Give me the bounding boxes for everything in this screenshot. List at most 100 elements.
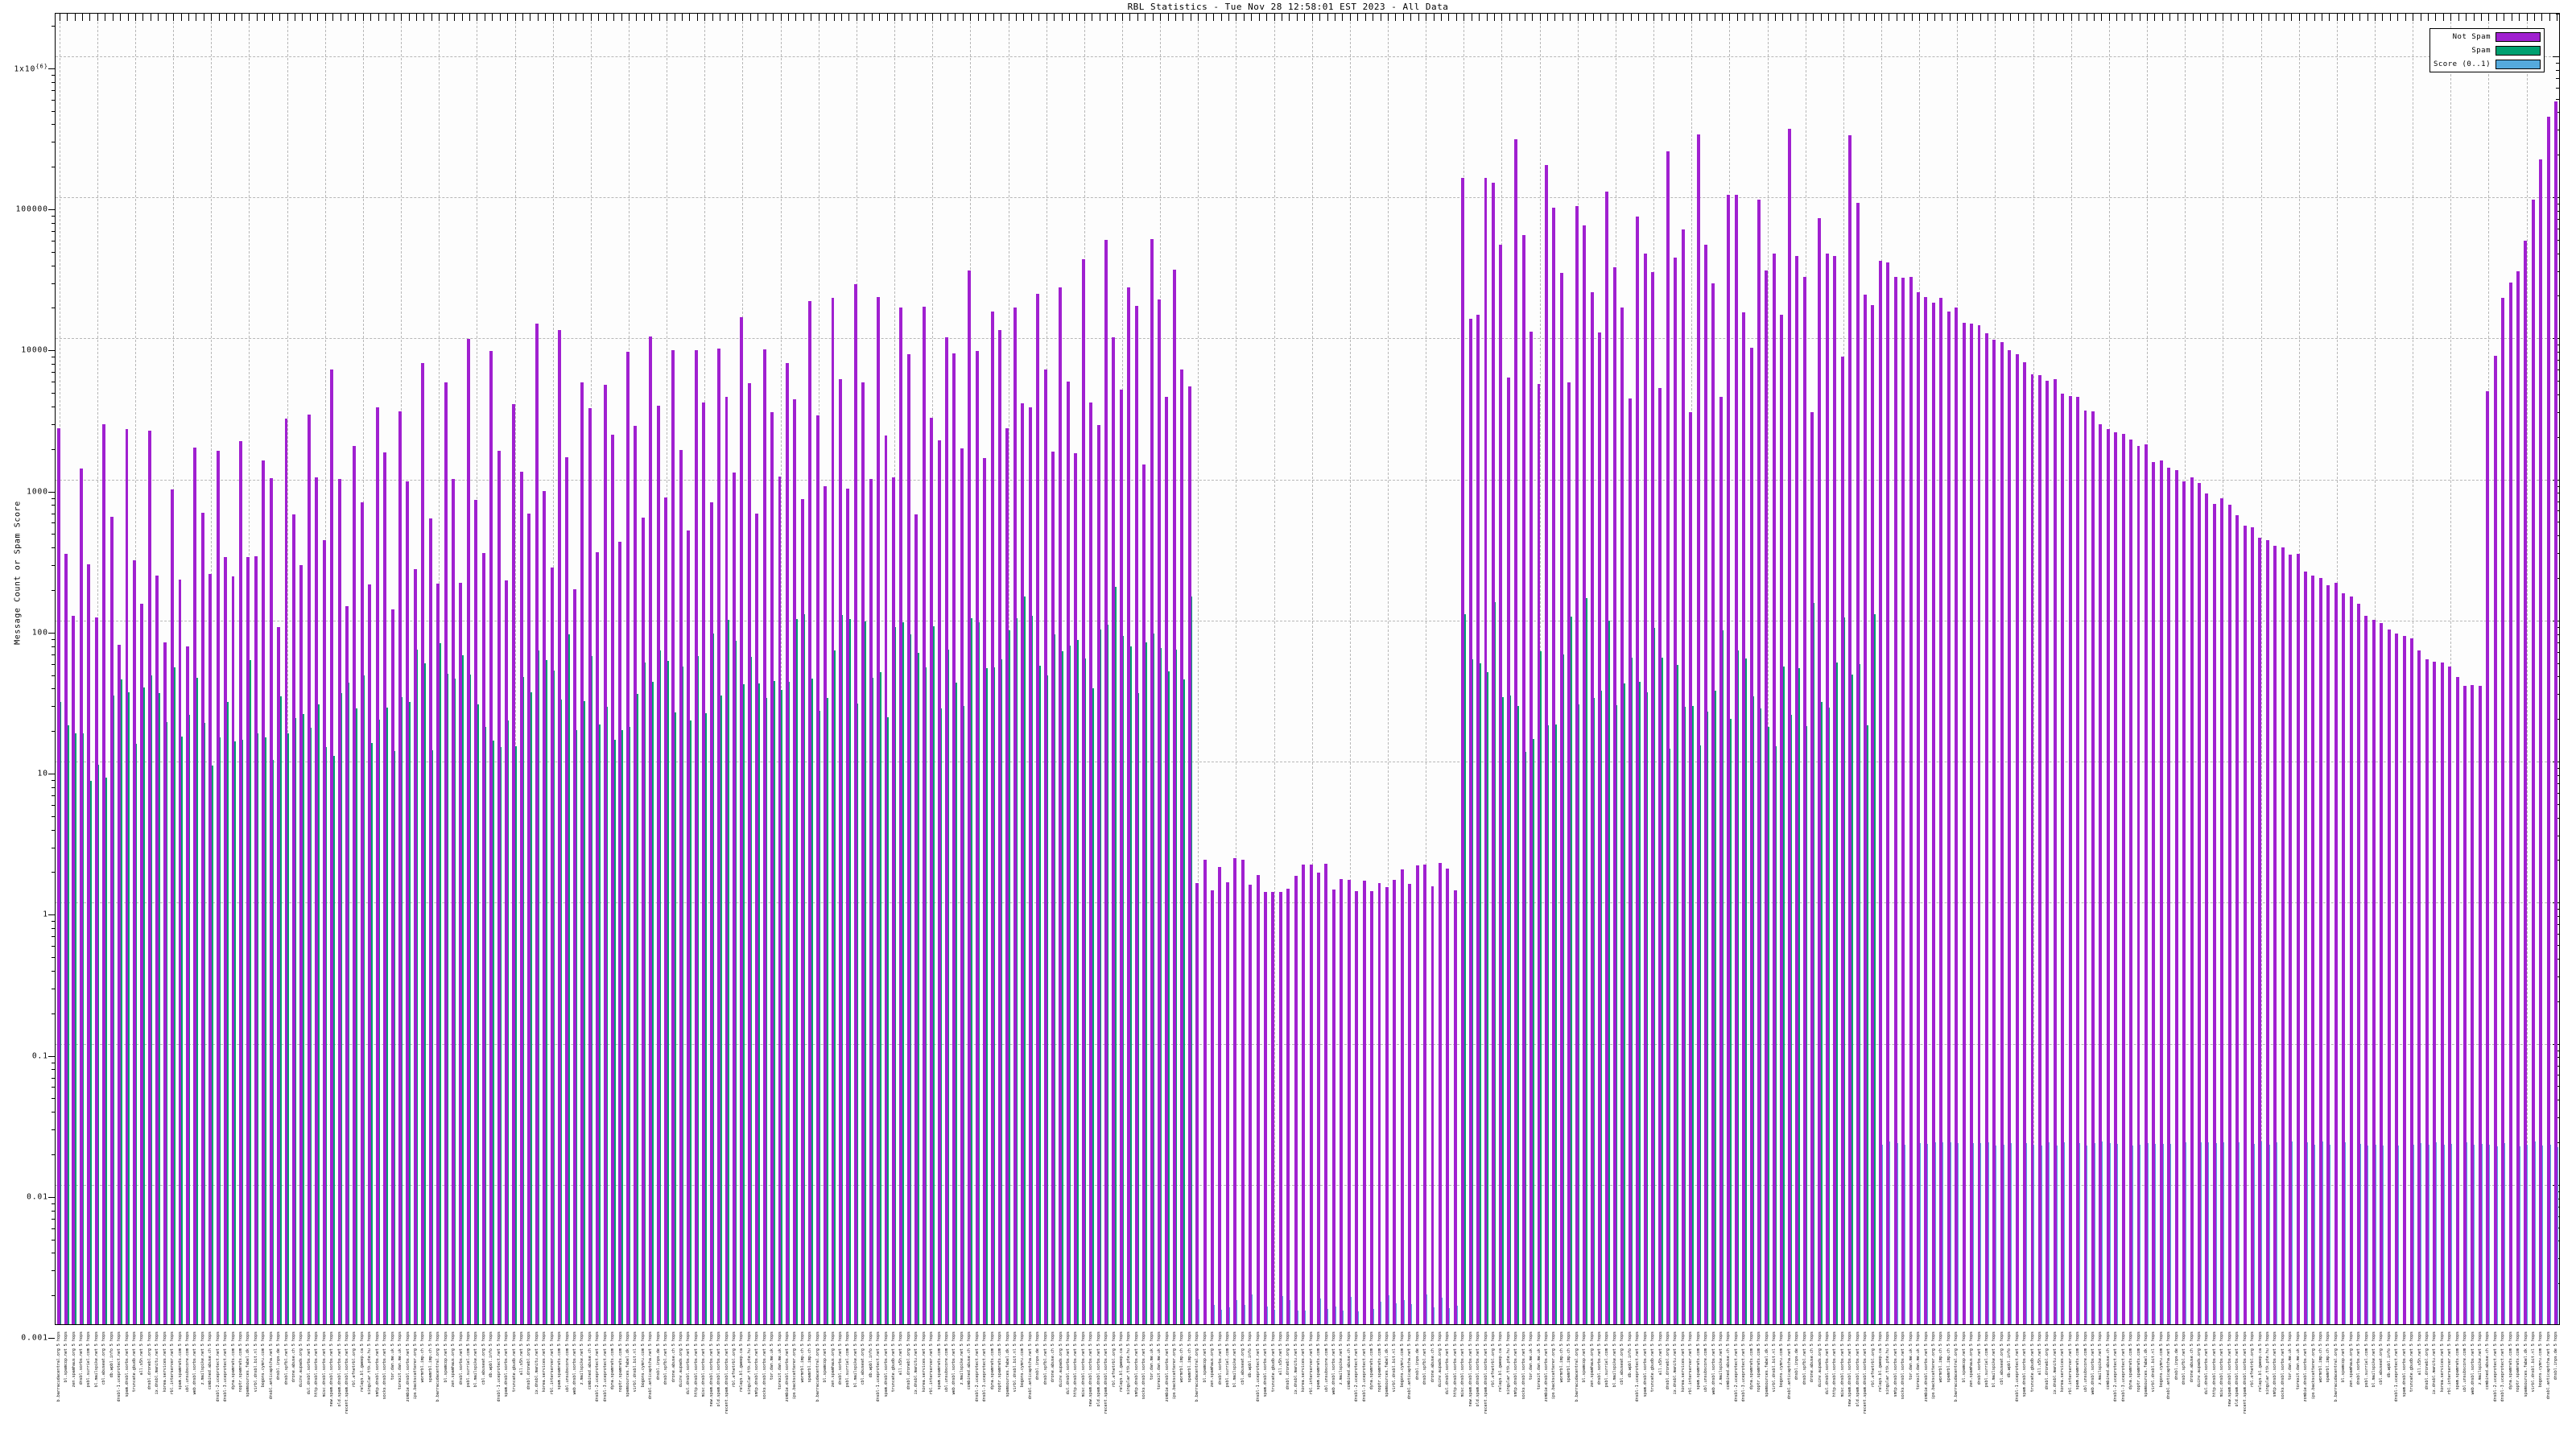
bar-not-spam — [1620, 308, 1624, 1324]
right-tick-mark — [2553, 56, 2559, 57]
bar-not-spam — [2318, 578, 2322, 1324]
y-minor-tick — [52, 589, 55, 591]
x-tick-label: relays.bl.gweep.ca 5 hops — [1118, 1331, 1124, 1393]
x-tick-label: bogons.cymru.com 5 hops — [1399, 1331, 1405, 1388]
x-tick-label: dyna.spamrats.com 5 hops — [230, 1331, 236, 1390]
x-tick-label: recent.spam.dnsbl.sorbs.net 5 hops — [1483, 1331, 1488, 1414]
y-minor-tick — [52, 731, 55, 733]
x-tick-mark-top — [2025, 14, 2027, 21]
x-tick-label: korea.services.net 5 hops — [1301, 1331, 1307, 1393]
y-axis: 1x10{6} 100000 10000 1000 100 10 1 0.1 0.01 0.001… — [0, 13, 55, 1343]
bar-not-spam — [1650, 272, 1654, 1324]
x-tick-label: rbl.efnetrbl.org 5 hops — [1870, 1331, 1876, 1388]
bar-not-spam — [603, 384, 607, 1324]
x-tick-mark-top — [894, 14, 896, 21]
bar-not-spam — [2493, 356, 2497, 1324]
x-tick-mark-top — [1880, 14, 1882, 21]
x-tick-label: korea.services.net 5 hops — [921, 1331, 927, 1393]
x-tick-label: dyna.spamrats.com 5 hops — [1748, 1331, 1754, 1390]
x-tick-mark-top — [2002, 14, 2004, 21]
x-tick-label: spam.spamrats.com 5 hops — [2075, 1331, 2081, 1390]
bar-not-spam — [1727, 195, 1731, 1324]
bar-not-spam — [1955, 307, 1959, 1324]
x-tick-label: spam.spamrats.com 5 hops — [1695, 1331, 1701, 1390]
bar-not-spam — [1818, 217, 1822, 1324]
bar-not-spam — [2167, 467, 2171, 1324]
x-tick-mark-top — [1653, 14, 1655, 21]
bar-not-spam — [444, 382, 448, 1324]
x-tick-label: bogons.cymru.com 5 hops — [640, 1331, 646, 1388]
x-tick-label: duinv.aupads.org 5 hops — [299, 1331, 304, 1388]
x-tick-mark-top — [1342, 14, 1344, 21]
x-tick-label: smtp.dnsbl.sorbs.net 5 hops — [754, 1331, 760, 1397]
bar-not-spam — [762, 349, 766, 1324]
bar-not-spam — [1461, 177, 1465, 1324]
y-tick-label: 0.1 — [31, 1051, 48, 1060]
x-tick-mark-top — [2496, 14, 2497, 21]
x-tick-mark-top — [1030, 14, 1032, 21]
x-tick-label: dnsbl.anticaptcha.net 5 hops — [1786, 1331, 1792, 1400]
x-tick-label: dul.dnsbl.sorbs.net 5 hops — [1445, 1331, 1451, 1395]
bar-not-spam — [246, 557, 250, 1324]
y-minor-tick — [52, 872, 55, 873]
x-tick-label: dnsbl-1.uceprotect.net 5 hops — [117, 1331, 122, 1402]
x-tick-label: all.s5h.net 5 hops — [1278, 1331, 1283, 1376]
x-axis-labels: b.barracudacentral.org 5 hops bl.spamcop.… — [55, 1327, 2560, 1447]
x-tick-mark-top — [1160, 14, 1162, 21]
x-tick-label: ubl.unsubscore.com 5 hops — [944, 1331, 950, 1393]
x-tick-label: web.dnsbl.sorbs.net 5 hops — [1331, 1331, 1336, 1395]
x-tick-mark-top — [2101, 14, 2103, 21]
bar-not-spam — [656, 405, 660, 1324]
bar-not-spam — [1317, 873, 1321, 1324]
bar-not-spam — [1089, 402, 1093, 1324]
bar-not-spam — [1119, 390, 1123, 1324]
x-tick-label: spam.spamrats.com 5 hops — [1316, 1331, 1322, 1390]
x-tick-label: dnsbl-1.uceprotect.net 5 hops — [496, 1331, 502, 1402]
x-tick-label: relays.bl.gweep.ca 5 hops — [1498, 1331, 1504, 1393]
bar-not-spam — [1484, 177, 1488, 1324]
x-tick-mark-top — [514, 14, 516, 21]
bar-not-spam — [1347, 880, 1351, 1324]
legend-swatch-spam — [2496, 45, 2541, 56]
y-minor-tick — [52, 921, 55, 923]
x-tick-label: ips.backscatterer.org 5 hops — [792, 1331, 798, 1400]
x-tick-label: spam.dnsbl.sorbs.net 5 hops — [2022, 1331, 2028, 1397]
bar-not-spam — [1013, 307, 1017, 1324]
bar-not-spam — [466, 339, 470, 1324]
bar-not-spam — [1506, 377, 1510, 1324]
bar-not-spam — [2197, 482, 2201, 1324]
x-tick-mark-top — [355, 14, 357, 21]
x-tick-label: dnsbl.inps.de 5 hops — [1794, 1331, 1800, 1381]
bar-not-spam — [997, 330, 1001, 1324]
y-minor-tick — [52, 688, 55, 690]
x-tick-mark-top — [188, 14, 190, 21]
bar-not-spam — [1225, 882, 1229, 1324]
x-tick-mark-top — [2526, 14, 2528, 21]
bar-not-spam — [337, 478, 341, 1324]
bar-not-spam — [1802, 277, 1806, 1324]
bar-not-spam — [1370, 891, 1374, 1324]
x-tick-mark-top — [2169, 14, 2171, 21]
x-tick-mark-top — [2283, 14, 2285, 21]
x-tick-label: korea.services.net 5 hops — [1680, 1331, 1686, 1393]
legend-item-score: Score (0..1) — [2434, 59, 2541, 69]
x-tick-label: old.spam.dnsbl.sorbs.net 5 hops — [1476, 1331, 1481, 1407]
x-tick-label: combined.abuse.ch 5 hops — [967, 1331, 972, 1390]
x-tick-label: singular.ttk.pte.hu 5 hops — [1885, 1331, 1891, 1395]
x-tick-mark-top — [1638, 14, 1640, 21]
bar-not-spam — [550, 568, 554, 1324]
x-tick-label: bl.spamcop.net 5 hops — [2341, 1331, 2347, 1383]
bar-not-spam — [2091, 411, 2095, 1324]
bar-not-spam — [2129, 439, 2133, 1324]
y-minor-tick — [52, 1295, 55, 1297]
x-tick-mark-top — [1911, 14, 1913, 21]
y-minor-tick — [52, 795, 55, 797]
x-tick-label: combined.abuse.ch 5 hops — [1346, 1331, 1352, 1390]
bar-not-spam — [634, 425, 638, 1324]
bar-not-spam — [2015, 353, 2019, 1324]
bar-not-spam — [740, 316, 744, 1324]
x-tick-label: cbl.abuseat.org 5 hops — [861, 1331, 866, 1385]
x-tick-label: spam.spamrats.com 5 hops — [557, 1331, 563, 1390]
x-tick-mark-top — [1107, 14, 1108, 21]
bar-not-spam — [884, 436, 888, 1324]
